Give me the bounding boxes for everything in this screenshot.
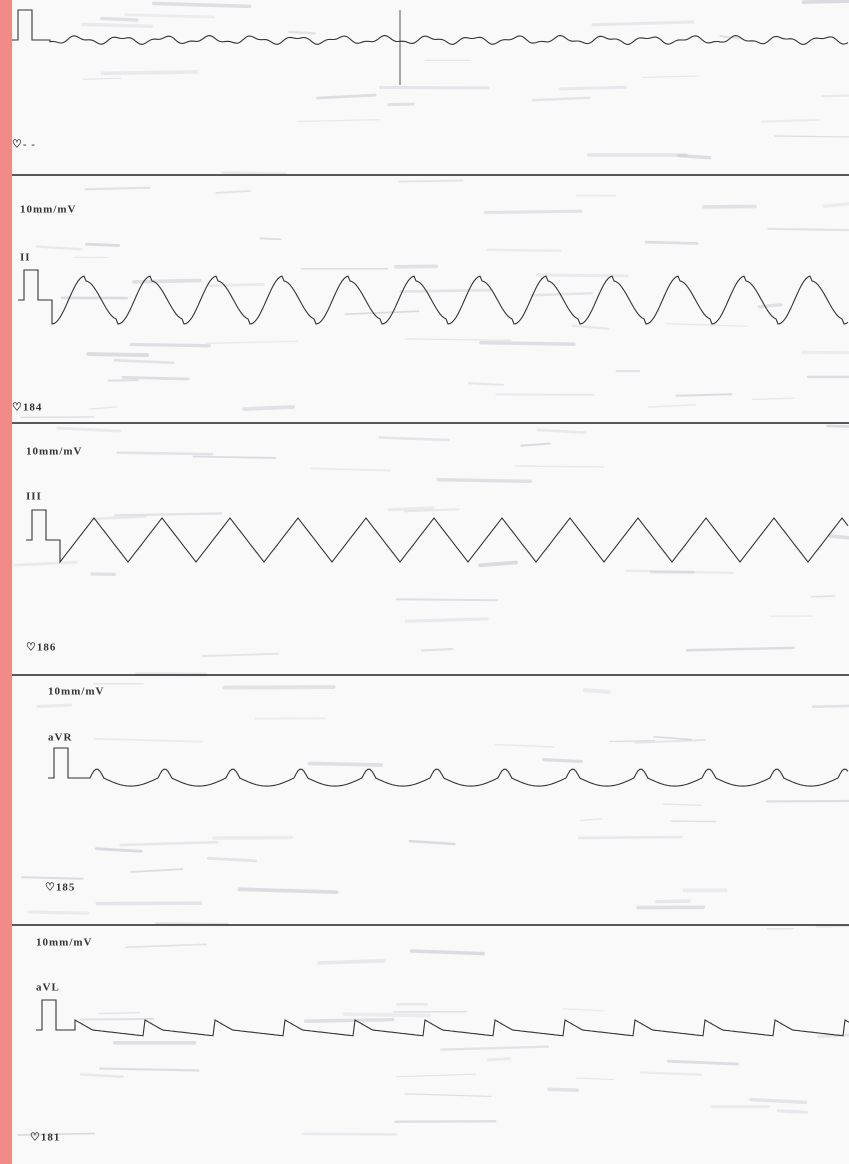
smudge [803, 1, 849, 2]
smudge [210, 284, 263, 285]
smudge [214, 837, 291, 838]
smudge [389, 104, 413, 105]
smudge [222, 173, 285, 174]
heart-rate: ♡185 [45, 882, 75, 894]
smudge [156, 923, 228, 924]
smudge [123, 377, 188, 379]
lead: aVR [48, 732, 72, 744]
smudge [103, 72, 197, 74]
smudge [481, 343, 574, 345]
smudge [811, 596, 834, 597]
smudge [22, 877, 83, 878]
smudge [610, 741, 654, 742]
smudge [319, 961, 384, 963]
smudge [646, 242, 697, 243]
smudge [422, 649, 452, 651]
heart-rate: ♡186 [26, 642, 56, 654]
smudge [399, 180, 462, 181]
smudge [118, 453, 212, 454]
smudge [88, 354, 147, 355]
smudge [438, 480, 530, 482]
smudge [401, 290, 491, 291]
smudge [260, 238, 281, 239]
smudge [778, 1111, 806, 1112]
smudge [306, 1020, 393, 1021]
heart-rate: ♡184 [12, 402, 42, 414]
smudge [397, 599, 497, 600]
smudge [244, 407, 293, 409]
smudge [389, 508, 433, 510]
smudge [561, 87, 626, 89]
lead: III [26, 491, 42, 503]
smudge [585, 690, 609, 692]
smudge [803, 352, 849, 353]
smudge [671, 821, 716, 822]
smudge [538, 275, 628, 276]
scale: 10mm/mV [20, 204, 77, 216]
scale: 10mm/mV [48, 686, 105, 698]
smudge [97, 903, 200, 904]
smudge [544, 760, 581, 762]
smudge [579, 837, 681, 838]
smudge [309, 763, 381, 765]
scale: 10mm/mV [26, 446, 83, 458]
smudge [99, 1013, 139, 1014]
heart-rate: ♡- - [12, 139, 36, 151]
scale: 10mm/mV [36, 937, 93, 949]
smudge [344, 1014, 429, 1015]
smudge [480, 563, 516, 566]
smudge [131, 345, 209, 346]
page: ♡- - 10mm/mV II ♡184 10mm/mV III ♡186 10… [0, 0, 849, 1164]
smudge [657, 901, 689, 902]
smudge [102, 18, 137, 20]
smudge [829, 536, 849, 538]
smudge [109, 380, 138, 381]
smudge [86, 188, 150, 189]
smudge [38, 705, 70, 706]
smudge [488, 1059, 510, 1060]
ecg-strip: ♡- - 10mm/mV II ♡184 10mm/mV III ♡186 10… [0, 0, 849, 1164]
left-border [0, 0, 12, 1164]
smudge [515, 466, 603, 467]
smudge [289, 32, 314, 33]
smudge [767, 801, 849, 802]
smudge [395, 1121, 495, 1122]
smudge [549, 1089, 577, 1090]
smudge [485, 211, 581, 212]
smudge [29, 912, 88, 913]
smudge [86, 244, 118, 245]
smudge [759, 305, 781, 307]
smudge [83, 24, 151, 26]
lead: aVL [36, 982, 60, 994]
lead: II [20, 252, 31, 264]
smudge [813, 706, 849, 707]
heart-rate: ♡181 [30, 1132, 60, 1144]
smudge [303, 1134, 396, 1135]
smudge [488, 250, 561, 251]
smudge [80, 1019, 153, 1020]
